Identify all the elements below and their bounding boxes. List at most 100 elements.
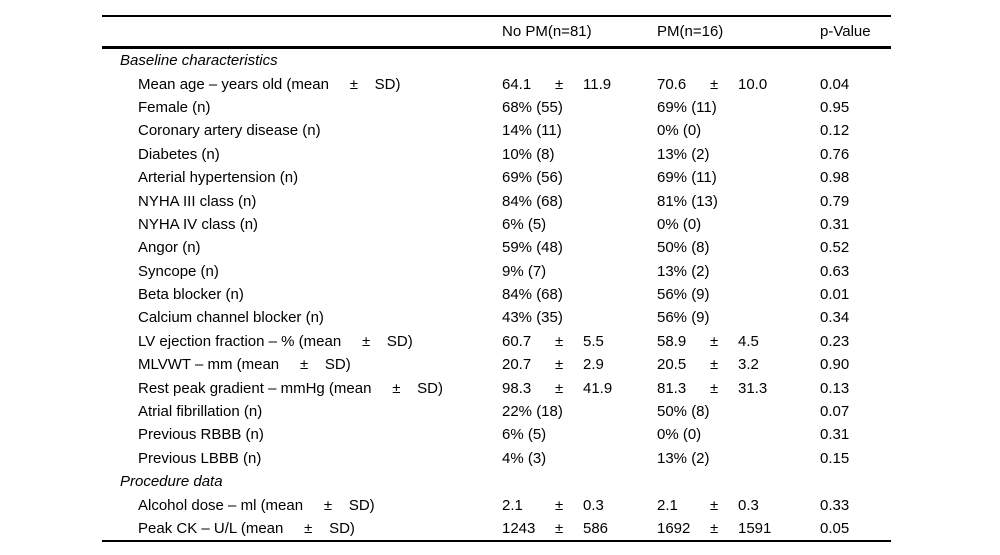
table-row: Angor (n) 59% (48) 50% (8) 0.52 [102, 236, 891, 259]
mean-value: 81.3 [657, 379, 687, 397]
cell-no-pm: 43% (35) [502, 309, 563, 327]
mean-value: 2.1 [502, 496, 523, 514]
cell-no-pm: 84% (68) [502, 192, 563, 210]
sd-value: 586 [583, 520, 609, 537]
cell-no-pm: 10% (8) [502, 145, 555, 163]
table-row: LV ejection fraction – % (mean ± SD) 60.7… [102, 330, 891, 353]
table-row: Previous RBBB (n) 6% (5) 0% (0) 0.31 [102, 423, 891, 446]
comparison-table: No PM(n=81) PM(n=16) p-Value Baseline ch… [102, 15, 891, 543]
cell-pm: 69% (11) [657, 169, 717, 187]
cell-pm: 0% (0) [657, 426, 702, 444]
cell-pvalue: 0.31 [820, 215, 850, 233]
table-row: Arterial hypertension (n) 69% (56) 69% (11… [102, 166, 891, 189]
row-label: NYHA IV class (n) [138, 216, 259, 232]
section-label: Procedure data [120, 473, 223, 491]
table-row: Syncope (n) 9% (7) 13% (2) 0.63 [102, 260, 891, 283]
cell-pm: 2.1 ±0.3 [657, 498, 820, 513]
plus-minus-sign: ± [710, 332, 719, 350]
section-label: Baseline characteristics [120, 52, 278, 70]
table-row: Female (n) 68% (55) 69% (11) 0.95 [102, 96, 891, 119]
row-label: Peak CK – U/L (mean ± SD) [138, 521, 355, 536]
sd-value: 10.0 [738, 75, 768, 93]
table-row: Calcium channel blocker (n) 43% (35) 56% (… [102, 306, 891, 329]
row-label: LV ejection fraction – % (mean ± SD) [138, 333, 413, 349]
cell-pvalue: 0.07 [820, 403, 850, 421]
cell-no-pm: 4% (3) [502, 449, 547, 467]
cell-no-pm: 2.1 ±0.3 [502, 498, 657, 513]
cell-pvalue: 0.15 [820, 449, 850, 467]
sd-value: 0.3 [738, 496, 759, 514]
row-label: Rest peak gradient – mmHg (mean ± SD) [138, 380, 444, 396]
row-label: Female (n) [138, 99, 211, 115]
sd-value: 0.3 [583, 496, 604, 514]
cell-no-pm: 9% (7) [502, 262, 547, 280]
mean-value: 2.1 [657, 496, 678, 514]
row-label: Diabetes (n) [138, 146, 220, 162]
table-bottom-rule [102, 540, 891, 543]
cell-pm: 0% (0) [657, 215, 702, 233]
sd-value: 1591 [738, 520, 772, 537]
cell-pvalue: 0.33 [820, 496, 850, 514]
cell-pm: 13% (2) [657, 262, 710, 280]
sd-value: 4.5 [738, 332, 759, 350]
table-row: Alcohol dose – ml (mean ± SD) 2.1 ±0.3 2.1 ±… [102, 493, 891, 516]
plus-minus-sign: ± [555, 332, 564, 350]
mean-value: 20.5 [657, 356, 687, 374]
cell-no-pm: 6% (5) [502, 426, 547, 444]
mean-value: 98.3 [502, 379, 532, 397]
sd-value: 11.9 [583, 75, 612, 93]
cell-pvalue: 0.12 [820, 122, 850, 140]
cell-pvalue: 0.63 [820, 262, 850, 280]
cell-no-pm: 59% (48) [502, 239, 563, 257]
mean-value: 20.7 [502, 356, 532, 374]
cell-pm: 50% (8) [657, 403, 710, 421]
cell-pm: 50% (8) [657, 239, 710, 257]
row-label: Arterial hypertension (n) [138, 170, 299, 186]
cell-pvalue: 0.52 [820, 239, 850, 257]
cell-pm: 81% (13) [657, 192, 718, 210]
row-label: Coronary artery disease (n) [138, 123, 321, 139]
mean-value: 60.7 [502, 332, 532, 350]
table-top-rule [102, 15, 891, 17]
sd-value: 2.9 [583, 356, 604, 374]
cell-no-pm: 69% (56) [502, 169, 563, 187]
mean-value: 58.9 [657, 332, 687, 350]
column-header-pm: PM(n=16) [657, 23, 724, 40]
plus-minus-sign: ± [710, 379, 719, 397]
row-label: Angor (n) [138, 240, 201, 256]
plus-minus-sign: ± [555, 75, 564, 93]
table-row: Atrial fibrillation (n) 22% (18) 50% (8) 0.… [102, 400, 891, 423]
mean-value: 1692 [657, 520, 691, 537]
mean-value: 1243 [502, 520, 536, 537]
cell-pvalue: 0.79 [820, 192, 850, 210]
cell-pvalue: 0.01 [820, 286, 850, 304]
cell-pvalue: 0.13 [820, 379, 850, 397]
cell-pm: 13% (2) [657, 449, 710, 467]
row-label: Calcium channel blocker (n) [138, 310, 324, 326]
cell-pvalue: 0.98 [820, 169, 850, 187]
cell-pm: 56% (9) [657, 309, 710, 327]
plus-minus-sign: ± [555, 379, 564, 397]
plus-minus-sign: ± [555, 356, 564, 374]
table-header-row: No PM(n=81) PM(n=16) p-Value [102, 17, 891, 46]
row-label: Syncope (n) [138, 263, 219, 279]
cell-no-pm: 1243 ±586 [502, 521, 657, 536]
table-row: Diabetes (n) 10% (8) 13% (2) 0.76 [102, 143, 891, 166]
cell-pm: 56% (9) [657, 286, 710, 304]
cell-pm: 69% (11) [657, 98, 717, 116]
plus-minus-sign: ± [555, 520, 564, 537]
plus-minus-sign: ± [710, 496, 719, 514]
mean-value: 70.6 [657, 75, 687, 93]
cell-no-pm: 98.3 ±41.9 [502, 381, 657, 396]
cell-pvalue: 0.05 [820, 520, 850, 537]
cell-pvalue: 0.31 [820, 426, 850, 444]
cell-pvalue: 0.90 [820, 356, 850, 374]
section-header-row: Procedure data [102, 470, 891, 493]
column-header-no-pm: No PM(n=81) [502, 23, 592, 40]
cell-pm: 0% (0) [657, 122, 702, 140]
cell-pm: 81.3 ±31.3 [657, 381, 820, 396]
table-row: Beta blocker (n) 84% (68) 56% (9) 0.01 [102, 283, 891, 306]
row-label: Mean age – years old (mean ± SD) [138, 76, 401, 92]
row-label: Previous RBBB (n) [138, 427, 264, 443]
